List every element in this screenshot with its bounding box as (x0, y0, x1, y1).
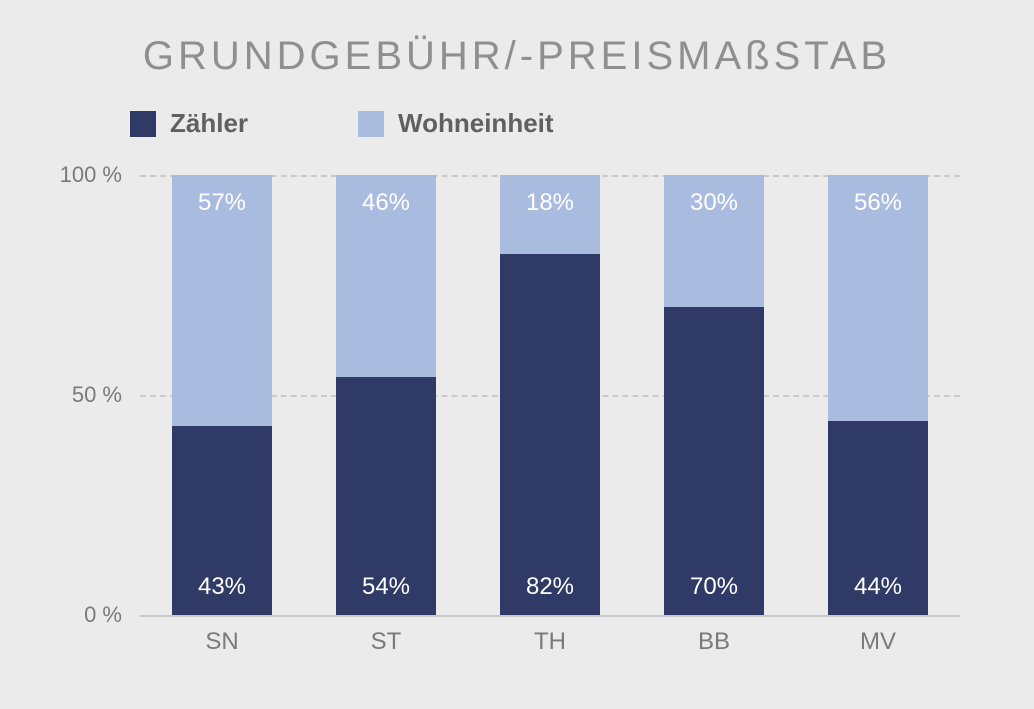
bar-value-wohneinheit: 18% (526, 175, 574, 231)
bar-BB: 70% 30% (664, 175, 764, 615)
bar-segment-wohneinheit: 57% (172, 175, 272, 426)
bar-segment-wohneinheit: 46% (336, 175, 436, 377)
bar-value-zaehler: 44% (854, 559, 902, 615)
bar-segment-wohneinheit: 18% (500, 175, 600, 254)
bar-segment-wohneinheit: 30% (664, 175, 764, 307)
bar-segment-zaehler: 82% (500, 254, 600, 615)
x-label-TH: TH (500, 628, 600, 656)
legend-label-zaehler: Zähler (170, 108, 248, 139)
y-tick-label: 0 % (84, 602, 122, 628)
bar-segment-wohneinheit: 56% (828, 175, 928, 421)
bar-value-zaehler: 54% (362, 559, 410, 615)
bar-segment-zaehler: 70% (664, 307, 764, 615)
y-tick-label: 50 % (72, 382, 122, 408)
bar-segment-zaehler: 54% (336, 377, 436, 615)
bar-value-wohneinheit: 30% (690, 175, 738, 231)
bar-ST: 54% 46% (336, 175, 436, 615)
bar-value-zaehler: 43% (198, 559, 246, 615)
legend-swatch-wohneinheit (358, 111, 384, 137)
chart-title: GRUNDGEBÜHR/-PREISMAßSTAB (0, 34, 1034, 79)
plot-area: 0 %50 %100 % 43%57%54%46%82%18%70%30%44%… (140, 175, 960, 615)
bar-TH: 82% 18% (500, 175, 600, 615)
x-axis-line (140, 615, 960, 617)
bar-segment-zaehler: 43% (172, 426, 272, 615)
bar-value-zaehler: 70% (690, 559, 738, 615)
y-tick-label: 100 % (60, 162, 122, 188)
legend-item-wohneinheit: Wohneinheit (358, 108, 554, 139)
legend-item-zaehler: Zähler (130, 108, 248, 139)
bar-value-wohneinheit: 56% (854, 175, 902, 231)
x-label-SN: SN (172, 628, 272, 656)
legend-label-wohneinheit: Wohneinheit (398, 108, 554, 139)
legend: Zähler Wohneinheit (130, 108, 554, 139)
x-label-ST: ST (336, 628, 436, 656)
bar-SN: 43% 57% (172, 175, 272, 615)
bar-value-wohneinheit: 57% (198, 175, 246, 231)
x-axis-labels: SN ST TH BB MV (140, 628, 960, 656)
bar-MV: 44% 56% (828, 175, 928, 615)
x-label-MV: MV (828, 628, 928, 656)
bar-value-zaehler: 82% (526, 559, 574, 615)
bar-value-wohneinheit: 46% (362, 175, 410, 231)
legend-swatch-zaehler (130, 111, 156, 137)
bars-container: 43% 57% 54% 46% 82% 18% 70% 30% 44% 56% (140, 175, 960, 615)
bar-segment-zaehler: 44% (828, 421, 928, 615)
x-label-BB: BB (664, 628, 764, 656)
